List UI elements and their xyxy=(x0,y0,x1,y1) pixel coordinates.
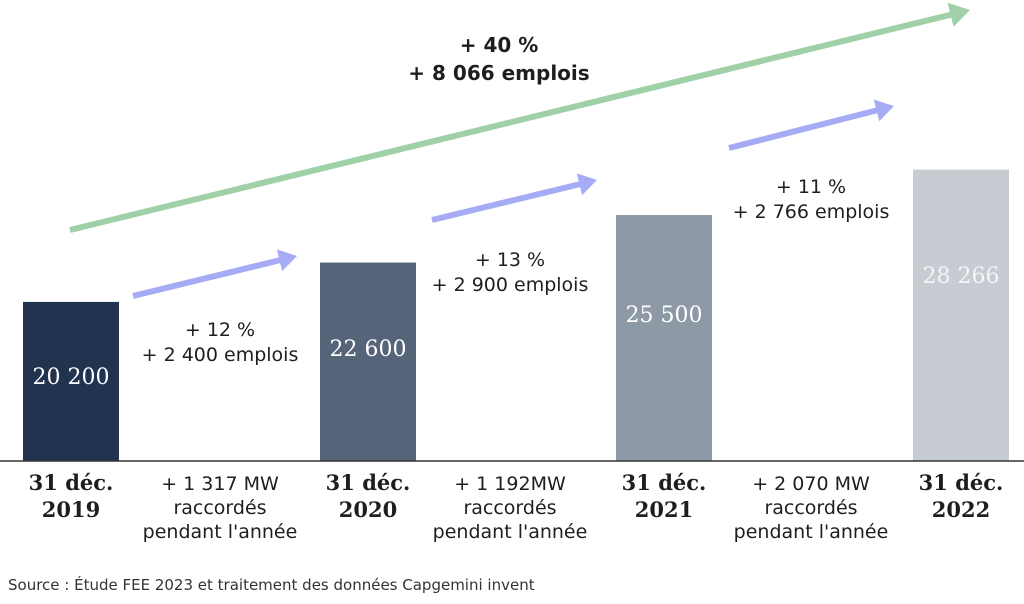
bar-value-label-0: 20 200 xyxy=(33,365,110,390)
increment-growth-2-1: + 2 766 emplois xyxy=(733,201,890,223)
bar-1 xyxy=(320,262,416,461)
increment-growth-0-1: + 2 400 emplois xyxy=(142,344,299,366)
increment-mw-0-2: pendant l'année xyxy=(143,521,298,543)
total-growth-arrow-head xyxy=(947,2,970,27)
growth-arrow-0-head xyxy=(276,249,297,272)
source-note: Source : Étude FEE 2023 et traitement de… xyxy=(8,576,535,594)
category-label-2-1: 2021 xyxy=(635,497,693,522)
increment-mw-1-0: + 1 192MW xyxy=(454,473,566,495)
category-label-3-0: 31 déc. xyxy=(919,470,1004,495)
increment-mw-2-0: + 2 070 MW xyxy=(752,473,870,495)
increment-mw-0-1: raccordés xyxy=(173,497,266,519)
bar-value-label-2: 25 500 xyxy=(626,303,703,328)
category-label-2-0: 31 déc. xyxy=(622,470,707,495)
bar-value-label-1: 22 600 xyxy=(330,337,407,362)
increment-mw-2-1: raccordés xyxy=(764,497,857,519)
growth-arrow-1-shaft xyxy=(431,180,583,223)
bar-0 xyxy=(23,301,119,461)
growth-arrow-1-head xyxy=(576,173,597,196)
bar-2 xyxy=(616,215,712,461)
increment-growth-1-1: + 2 900 emplois xyxy=(432,274,589,296)
growth-arrow-2-shaft xyxy=(728,106,880,151)
increment-growth-2-0: + 11 % xyxy=(776,176,846,198)
increment-growth-0-0: + 12 % xyxy=(185,319,255,341)
total-growth-arrow-shaft xyxy=(69,11,955,233)
category-label-0-0: 31 déc. xyxy=(29,470,114,495)
category-label-1-1: 2020 xyxy=(339,497,397,522)
bar-3 xyxy=(913,169,1009,461)
growth-arrow-2-head xyxy=(873,99,894,122)
increment-growth-1-0: + 13 % xyxy=(475,249,545,271)
category-label-3-1: 2022 xyxy=(932,497,990,522)
total-growth-label-1: + 8 066 emplois xyxy=(408,61,589,85)
bar-value-label-3: 28 266 xyxy=(923,264,1000,289)
increment-mw-1-2: pendant l'année xyxy=(433,521,588,543)
total-growth-label-0: + 40 % xyxy=(460,33,539,57)
category-label-1-0: 31 déc. xyxy=(326,470,411,495)
increment-mw-2-2: pendant l'année xyxy=(734,521,889,543)
increment-mw-1-1: raccordés xyxy=(463,497,556,519)
increment-mw-0-0: + 1 317 MW xyxy=(161,473,279,495)
growth-arrow-0-shaft xyxy=(132,256,283,299)
category-label-0-1: 2019 xyxy=(42,497,100,522)
